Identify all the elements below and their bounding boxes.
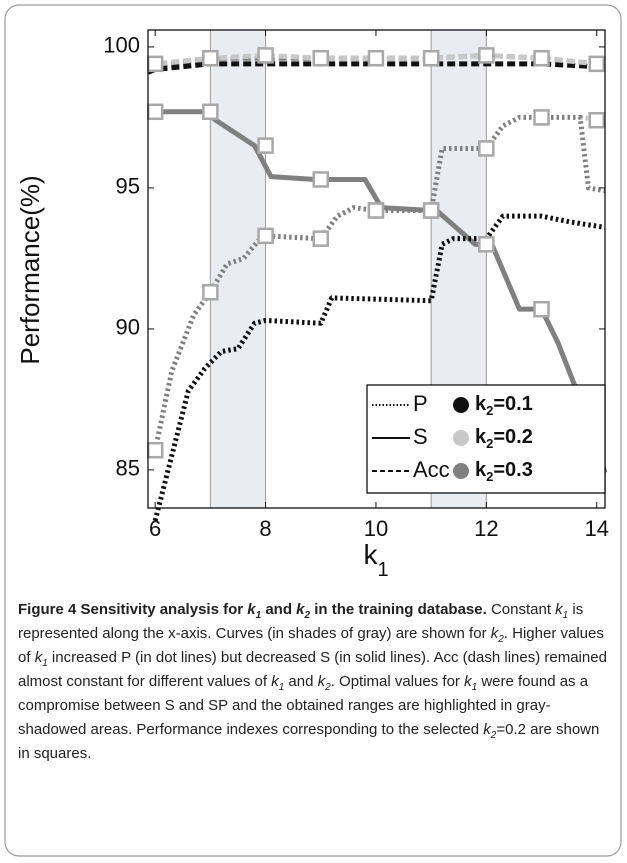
legend-label-sub: 2 xyxy=(486,403,493,418)
caption-text: 1 xyxy=(278,682,285,693)
caption-text: k xyxy=(247,601,256,618)
legend-label-main: k xyxy=(475,393,487,415)
legend-label-rest: =0.1 xyxy=(493,393,532,415)
square-marker xyxy=(312,49,330,67)
caption-text: . Higher values of xyxy=(18,625,604,666)
x-axis-label-main: k xyxy=(363,539,378,570)
caption-text: k xyxy=(34,649,43,666)
caption-text: k xyxy=(271,673,279,690)
legend-label-main: k xyxy=(475,459,487,481)
x-axis-label: k1 xyxy=(363,539,388,581)
y-tick-label: 90 xyxy=(116,315,140,340)
caption-text: 1 xyxy=(42,658,48,669)
legend-dot xyxy=(453,430,469,446)
square-marker xyxy=(257,47,274,64)
square-marker xyxy=(146,55,164,73)
legend-label: k2=0.1 xyxy=(475,393,533,418)
square-marker xyxy=(312,230,330,247)
caption-text: k xyxy=(555,601,563,618)
square-marker xyxy=(422,202,440,219)
caption-text: increased P (in dot lines) but decreased… xyxy=(18,649,607,690)
caption-text: were found as a compromise between S and… xyxy=(18,673,589,738)
legend-label-main: k xyxy=(475,426,487,448)
legend-dot xyxy=(453,397,469,413)
caption-text: 2 xyxy=(498,634,504,645)
square-marker xyxy=(478,140,495,157)
x-tick-label: 6 xyxy=(149,516,161,541)
x-axis-label-sub: 1 xyxy=(377,559,388,581)
caption-text: 1 xyxy=(471,682,478,693)
y-tick-label: 95 xyxy=(116,174,140,199)
square-marker xyxy=(367,49,385,67)
caption-text: 1 xyxy=(255,610,262,621)
square-marker xyxy=(257,227,274,245)
caption: Figure 4 Sensitivity analysis for k1 and… xyxy=(18,598,614,766)
square-marker xyxy=(533,49,550,67)
caption-text: and xyxy=(261,601,297,618)
caption-text: k xyxy=(317,673,326,690)
legend-label-sub: 2 xyxy=(486,469,493,484)
square-marker xyxy=(367,202,385,219)
x-tick-label: 8 xyxy=(259,516,271,541)
caption-text: =0.2 are shown in squares. xyxy=(18,721,600,762)
legend-label: k2=0.3 xyxy=(475,459,533,484)
legend-label: Acc xyxy=(413,457,450,482)
series-line xyxy=(152,114,606,451)
square-marker xyxy=(588,111,605,129)
square-marker xyxy=(146,441,164,459)
series-line xyxy=(148,109,608,474)
caption-text: 2 xyxy=(304,610,311,621)
caption-text: . Optimal values for xyxy=(330,673,465,690)
caption-text: 2 xyxy=(325,682,331,693)
square-marker xyxy=(422,49,440,67)
caption-text: 1 xyxy=(562,610,569,621)
x-tick-label: 10 xyxy=(364,516,388,541)
caption-text: in the training database. xyxy=(310,601,487,618)
legend-label-sub: 2 xyxy=(486,436,493,451)
caption-text: Constant xyxy=(486,601,556,618)
square-marker xyxy=(202,103,219,121)
caption-text: k xyxy=(296,601,305,618)
y-tick-label: 85 xyxy=(116,456,140,481)
caption-text: Figure 4 Sensitivity analysis for xyxy=(18,601,248,618)
square-marker xyxy=(202,49,219,67)
figure-border xyxy=(4,4,622,857)
caption-text: k xyxy=(483,721,491,738)
caption-text: 2 xyxy=(490,730,497,741)
square-marker xyxy=(533,300,550,318)
square-marker xyxy=(146,103,164,121)
plot-frame xyxy=(147,29,606,509)
caption-text: k xyxy=(490,625,499,642)
square-marker xyxy=(533,109,550,126)
legend-label-rest: =0.3 xyxy=(493,459,532,481)
legend-label: k2=0.2 xyxy=(475,426,533,451)
x-tick-label: 14 xyxy=(584,516,608,541)
square-marker xyxy=(478,236,495,253)
x-tick-label: 12 xyxy=(474,516,498,541)
legend-label: P xyxy=(413,391,428,416)
highlight-band xyxy=(210,30,266,508)
caption-text: k xyxy=(464,673,472,690)
legend-dot xyxy=(453,463,469,479)
square-marker xyxy=(202,284,219,301)
square-marker xyxy=(312,171,330,188)
square-marker xyxy=(478,47,495,64)
square-marker xyxy=(588,55,605,73)
legend-label-rest: =0.2 xyxy=(493,426,532,448)
square-marker xyxy=(257,137,274,154)
legend-label: S xyxy=(413,424,428,449)
y-tick-label: 100 xyxy=(103,33,140,58)
y-axis-label: Performance(%) xyxy=(15,175,45,364)
caption-text: and xyxy=(284,673,318,690)
caption-text: is represented along the x-axis. Curves … xyxy=(18,601,584,642)
